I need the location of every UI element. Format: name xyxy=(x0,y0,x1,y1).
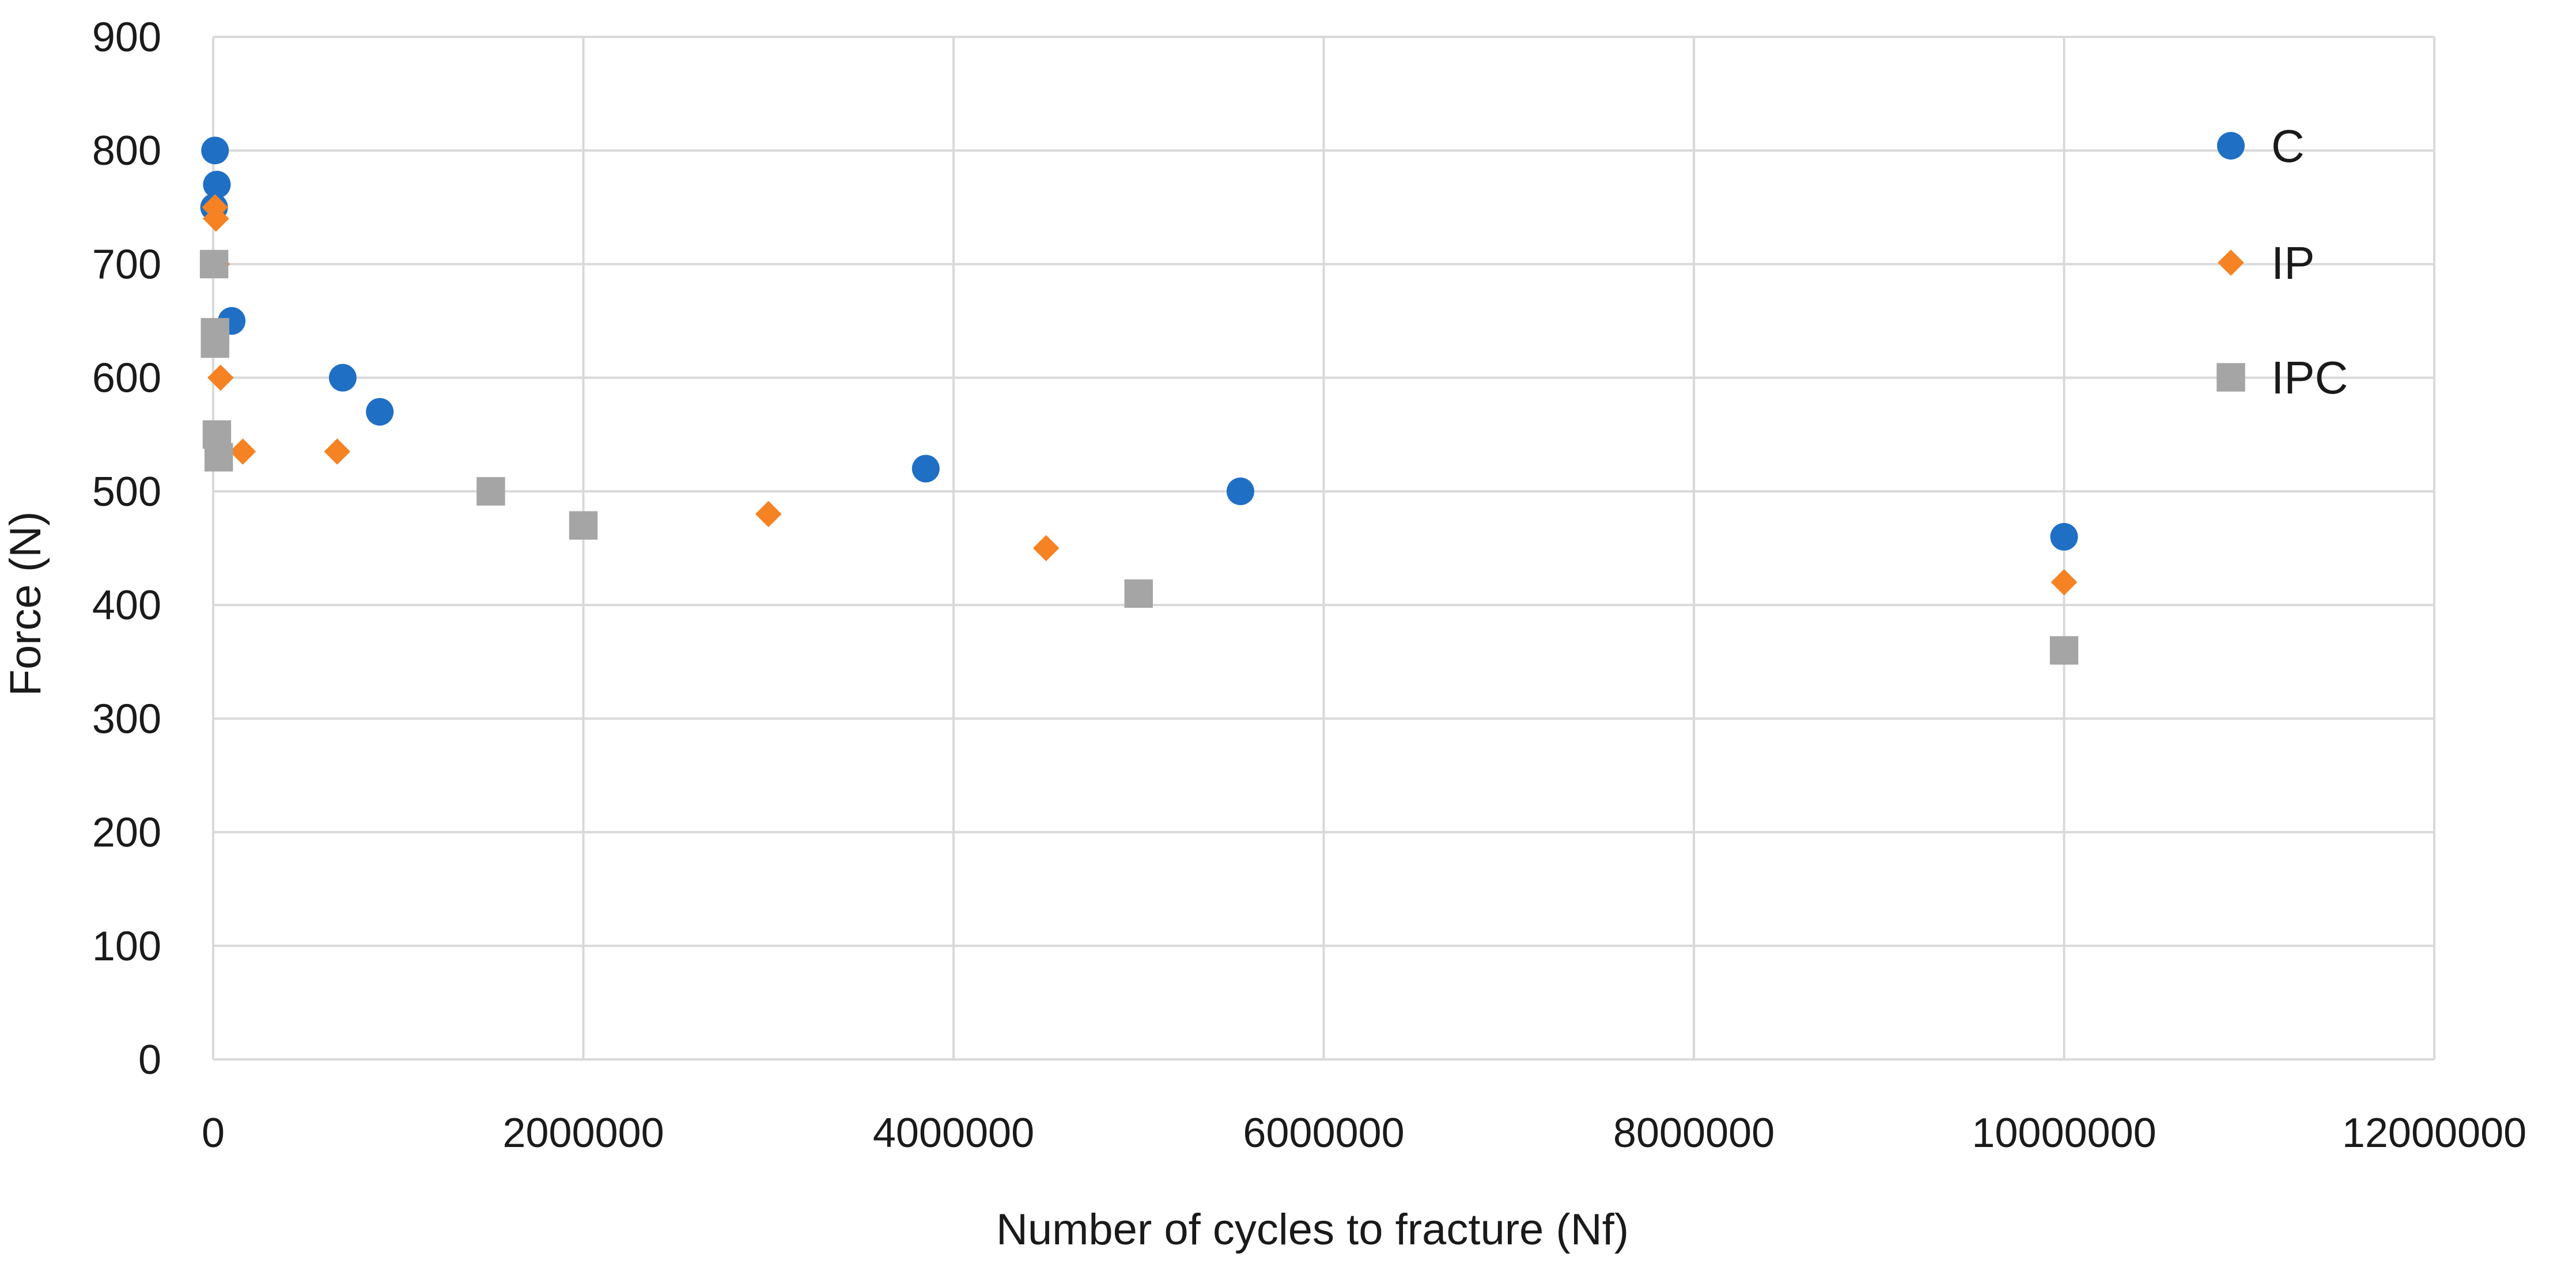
legend-label: IPC xyxy=(2271,352,2348,403)
x-tick-label: 8000000 xyxy=(1613,1110,1775,1156)
x-tick-label: 4000000 xyxy=(873,1110,1034,1156)
data-point-c xyxy=(2050,523,2078,551)
y-axis-title: Force (N) xyxy=(1,512,50,696)
data-point-ip xyxy=(755,501,782,528)
y-tick-label: 200 xyxy=(92,810,161,856)
data-point-ipc xyxy=(2049,636,2079,665)
data-points xyxy=(199,137,2079,665)
legend-item-ipc: IPC xyxy=(2216,352,2348,403)
data-point-ipc xyxy=(1124,579,1153,608)
data-point-ip xyxy=(203,205,229,232)
data-point-ip xyxy=(2051,569,2078,596)
data-point-ipc xyxy=(199,249,229,279)
legend-marker-ipc xyxy=(2216,363,2245,392)
data-point-ipc xyxy=(204,443,233,472)
data-point-ip xyxy=(1032,535,1060,562)
data-point-ipc xyxy=(569,511,598,540)
y-tick-label: 800 xyxy=(92,128,161,174)
x-tick-label: 12000000 xyxy=(2342,1110,2526,1156)
y-tick-label: 100 xyxy=(92,923,161,970)
data-point-ip xyxy=(207,364,234,391)
legend-item-ip: IP xyxy=(2218,237,2315,289)
data-point-c xyxy=(328,364,357,392)
x-axis-title: Number of cycles to fracture (Nf) xyxy=(996,1205,1629,1254)
data-point-ip xyxy=(229,438,256,465)
legend-label: C xyxy=(2271,120,2305,172)
y-axis-ticks: 0 100 200 300 400 500 600 700 800 900 xyxy=(92,14,161,1083)
y-tick-label: 300 xyxy=(92,696,161,742)
data-point-c xyxy=(366,398,394,426)
x-tick-label: 0 xyxy=(202,1110,225,1156)
data-point-c xyxy=(201,137,229,165)
y-tick-label: 700 xyxy=(92,241,161,287)
data-point-ipc xyxy=(476,477,505,506)
y-tick-label: 500 xyxy=(92,469,161,515)
series-ipc xyxy=(199,249,2079,665)
y-tick-label: 900 xyxy=(92,14,161,60)
y-tick-label: 400 xyxy=(92,582,161,629)
x-tick-label: 10000000 xyxy=(1972,1110,2156,1156)
legend: C IP IPC xyxy=(2216,120,2348,403)
data-point-c xyxy=(1226,477,1254,505)
legend-label: IP xyxy=(2271,237,2315,289)
data-point-c xyxy=(203,171,231,199)
legend-marker-c xyxy=(2217,132,2245,160)
series-ip xyxy=(202,194,2078,596)
series-c xyxy=(200,137,2078,551)
legend-item-c: C xyxy=(2217,120,2305,172)
data-point-c xyxy=(911,455,940,483)
x-tick-label: 2000000 xyxy=(502,1110,664,1156)
legend-marker-ip xyxy=(2218,249,2244,276)
x-axis-ticks: 0 2000000 4000000 6000000 8000000 10000000 120… xyxy=(202,1110,2526,1156)
data-point-ip xyxy=(324,438,351,465)
data-point-ipc xyxy=(201,329,229,358)
x-tick-label: 6000000 xyxy=(1243,1110,1404,1156)
y-tick-label: 600 xyxy=(92,355,161,402)
y-tick-label: 0 xyxy=(138,1037,161,1083)
